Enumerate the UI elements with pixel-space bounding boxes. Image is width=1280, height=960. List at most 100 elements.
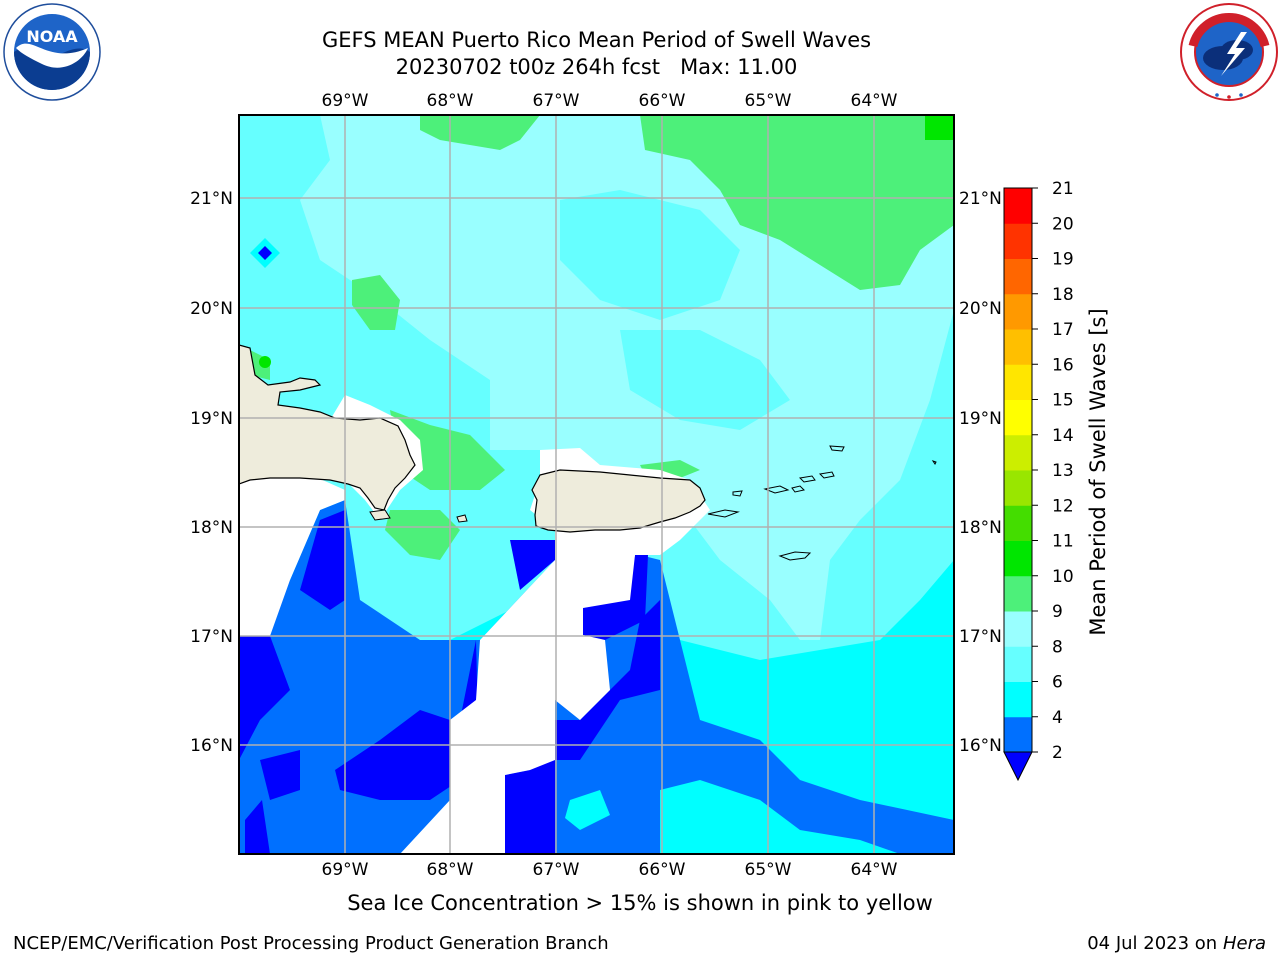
no-data-channel xyxy=(400,448,710,854)
footer-date: 04 Jul 2023 on xyxy=(1087,933,1223,954)
saona-island xyxy=(369,509,391,521)
colorbar-tick-label-12: 12 xyxy=(1052,496,1074,516)
band-8-9-b xyxy=(430,150,520,200)
st-croix-island xyxy=(778,551,812,561)
lon-label-bottom-66: 66°W xyxy=(639,860,686,880)
lat-label-left-19: 19°N xyxy=(190,409,233,429)
band-lt2-w2 xyxy=(300,510,345,610)
band-4-6-lobe-s xyxy=(565,790,610,830)
colorbar-band-19 xyxy=(1004,223,1032,259)
st-thomas-island xyxy=(763,485,790,494)
lat-label-right-16: 16°N xyxy=(959,736,1002,756)
band-lt2-sw xyxy=(260,750,300,800)
colorbar-band-4 xyxy=(1004,681,1032,718)
nws-logo xyxy=(1180,3,1278,101)
noaa-logo: NOAA xyxy=(3,3,101,101)
colorbar-band-15 xyxy=(1004,364,1032,400)
lat-label-right-18: 18°N xyxy=(959,518,1002,538)
lon-label-bottom-69: 69°W xyxy=(322,860,369,880)
colorbar-tick-label-15: 15 xyxy=(1052,391,1074,411)
colorbar-band-6 xyxy=(1004,646,1032,682)
culebra-island xyxy=(732,490,743,497)
colorbar-band-13 xyxy=(1004,434,1032,471)
colorbar-tick-label-20: 20 xyxy=(1052,214,1074,234)
band-9-10-c1 xyxy=(352,275,400,330)
hispaniola-land xyxy=(239,344,416,511)
colorbar-tick-label-8: 8 xyxy=(1052,637,1063,657)
mona-island xyxy=(456,514,468,523)
band-lt2-c2 xyxy=(460,640,478,720)
gridlines xyxy=(239,115,954,854)
anguilla-island xyxy=(931,460,937,465)
lon-label-top-64: 64°W xyxy=(851,91,898,111)
virgin-gorda-island xyxy=(818,471,835,479)
lon-label-bottom-68: 68°W xyxy=(427,860,474,880)
st-john-island xyxy=(791,485,805,493)
footer-machine: Hera xyxy=(1222,933,1266,954)
colorbar-band-17 xyxy=(1004,293,1032,330)
lat-label-left-20: 20°N xyxy=(190,299,233,319)
band-10-11-corner xyxy=(925,115,954,140)
lat-label-right-17: 17°N xyxy=(959,627,1002,647)
band-9-10-c3 xyxy=(385,510,460,560)
noaa-logo-label: NOAA xyxy=(26,27,78,46)
band-4-6-lobe-se xyxy=(660,780,900,854)
colorbar-band-9 xyxy=(1004,575,1032,612)
colorbar-band-10 xyxy=(1004,540,1032,577)
anegada-island xyxy=(829,445,845,452)
footer-right: 04 Jul 2023 on Hera xyxy=(1087,933,1266,954)
colorbar-band-2 xyxy=(1004,716,1032,753)
band-9-10-ne xyxy=(640,115,954,290)
colorbar-band-12 xyxy=(1004,470,1032,506)
colorbar-tick-label-13: 13 xyxy=(1052,461,1074,481)
lon-label-bottom-64: 64°W xyxy=(851,860,898,880)
lon-label-bottom-67: 67°W xyxy=(533,860,580,880)
colorbar-tick-label-21: 21 xyxy=(1052,179,1074,199)
colorbar-tick-label-4: 4 xyxy=(1052,708,1063,728)
colorbar-tick-label-10: 10 xyxy=(1052,567,1074,587)
chart-title-line1: GEFS MEAN Puerto Rico Mean Period of Swe… xyxy=(321,28,872,52)
colorbar-tick-label-16: 16 xyxy=(1052,355,1074,375)
lat-label-left-18: 18°N xyxy=(190,518,233,538)
lon-label-bottom-65: 65°W xyxy=(745,860,792,880)
colorbar-band-14 xyxy=(1004,399,1032,436)
band-lt2-w xyxy=(239,636,290,760)
band-2-4-speck xyxy=(258,246,272,260)
colorbar-band-20 xyxy=(1004,188,1032,224)
tortola-island xyxy=(798,475,816,483)
sea-ice-note: Sea Ice Concentration > 15% is shown in … xyxy=(347,891,933,915)
lon-label-top-65: 65°W xyxy=(745,91,792,111)
lat-label-left-21: 21°N xyxy=(190,189,233,209)
colorbar-extend-triangle xyxy=(1003,751,1033,782)
colorbar-tick-label-2: 2 xyxy=(1052,743,1063,763)
band-lt2-c4 xyxy=(555,600,660,760)
band-lt2-c6 xyxy=(510,540,555,590)
lat-label-left-17: 17°N xyxy=(190,627,233,647)
lon-label-top-69: 69°W xyxy=(322,91,369,111)
vieques-island xyxy=(707,509,740,518)
colorbar-tick-label-14: 14 xyxy=(1052,426,1074,446)
colorbar-tick-label-11: 11 xyxy=(1052,532,1074,552)
colorbar-tick-label-9: 9 xyxy=(1052,602,1063,622)
colorbar-band-16 xyxy=(1004,329,1032,365)
colorbar-band-18 xyxy=(1004,258,1032,295)
lon-label-top-68: 68°W xyxy=(427,91,474,111)
no-data-west xyxy=(239,470,345,636)
band-6-8-lobe-a xyxy=(560,190,740,320)
colorbar-tick-label-17: 17 xyxy=(1052,320,1074,340)
band-lt2-w3 xyxy=(245,800,270,854)
lon-label-top-67: 67°W xyxy=(533,91,580,111)
footer-left: NCEP/EMC/Verification Post Processing Pr… xyxy=(13,933,609,954)
colorbar-band-11 xyxy=(1004,505,1032,541)
colorbar-tick-label-6: 6 xyxy=(1052,673,1063,693)
lat-label-right-21: 21°N xyxy=(959,189,1002,209)
colorbar: 2 4 6 8 9 10 11 12 13 14 15 16 17 18 19 20 21 xyxy=(1003,179,1074,782)
colorbar-label: Mean Period of Swell Waves [s] xyxy=(1086,308,1110,635)
chart-title-line2: 20230702 t00z 264h fcst Max: 11.00 xyxy=(395,55,798,79)
lat-label-right-20: 20°N xyxy=(959,299,1002,319)
colorbar-tick-label-19: 19 xyxy=(1052,250,1074,270)
lat-label-right-19: 19°N xyxy=(959,409,1002,429)
lon-label-top-66: 66°W xyxy=(639,91,686,111)
map-frame xyxy=(238,114,955,855)
